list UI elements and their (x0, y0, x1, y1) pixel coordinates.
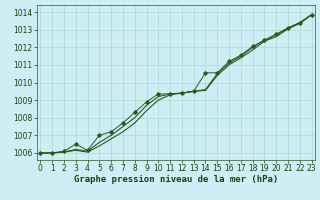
X-axis label: Graphe pression niveau de la mer (hPa): Graphe pression niveau de la mer (hPa) (74, 175, 278, 184)
